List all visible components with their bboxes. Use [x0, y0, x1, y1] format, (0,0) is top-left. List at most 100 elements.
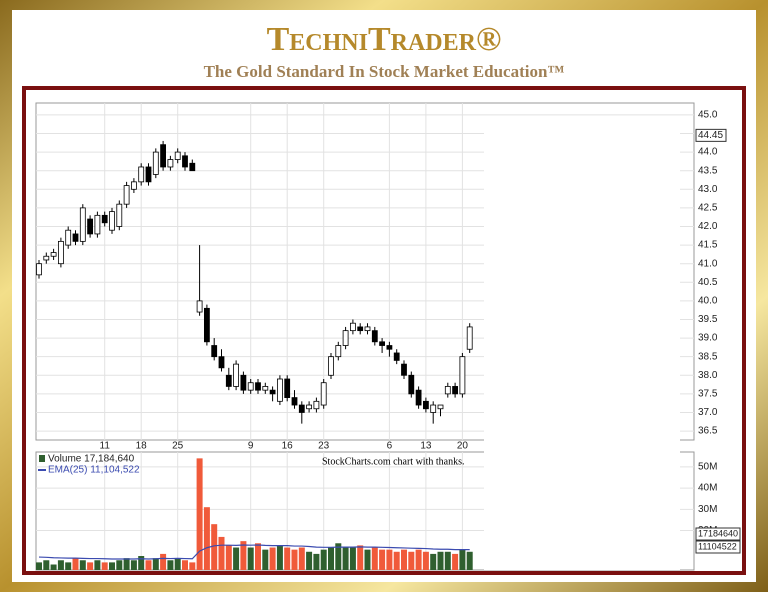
- x-tick-label: 18: [136, 441, 148, 452]
- y-tick-label: 43.5: [698, 165, 718, 176]
- x-tick-label: 23: [318, 441, 330, 452]
- candle-body: [43, 255, 50, 261]
- candle-body: [145, 166, 152, 183]
- candle-body: [276, 378, 283, 402]
- plot: 36.5 37.0 37.5 38.0 38.5 39.0 39.5 40.0 40.5 41.0…: [36, 103, 741, 570]
- value-badge: [695, 540, 741, 554]
- volume-bar: [335, 543, 342, 570]
- volume-bar: [342, 547, 349, 570]
- x-tick-label: 20: [457, 441, 469, 452]
- volume-bar: [269, 547, 276, 570]
- volume-bar: [284, 547, 291, 570]
- candle-body: [379, 341, 386, 346]
- candle-body: [386, 345, 393, 350]
- volume-bar: [130, 560, 137, 570]
- candle-body: [138, 166, 145, 183]
- volume-bar: [379, 549, 386, 570]
- candle-body: [342, 330, 349, 346]
- y-tick-label: 36.5: [698, 426, 718, 437]
- volume-bar: [57, 560, 64, 570]
- candle-body: [459, 356, 466, 395]
- x-tick-label: 6: [387, 441, 393, 452]
- legend-label: EMA(25) 11,104,522: [48, 465, 140, 476]
- y-tick-label: 37.5: [698, 389, 718, 400]
- x-tick-label: 16: [282, 441, 294, 452]
- volume-bar: [203, 507, 210, 570]
- volume-bar: [65, 562, 72, 570]
- candle-body: [298, 404, 305, 413]
- y-tick-label: 50M: [698, 462, 717, 473]
- candle-body: [152, 151, 159, 175]
- volume-bar: [306, 551, 313, 570]
- candle-body: [203, 307, 210, 343]
- volume-bar: [313, 553, 320, 570]
- volume-bar: [408, 551, 415, 570]
- volume-bar: [211, 524, 218, 570]
- candle-body: [123, 185, 130, 205]
- candle-body: [87, 218, 93, 235]
- volume-bar: [393, 551, 400, 570]
- y-tick-label: 37.0: [698, 407, 718, 418]
- candle-body: [444, 386, 451, 395]
- volume-bar: [116, 560, 123, 570]
- volume-bar: [422, 551, 429, 570]
- tagline: The Gold Standard In Stock Market Educat…: [204, 62, 565, 81]
- candle-body: [335, 345, 342, 358]
- volume-bar: [72, 558, 79, 570]
- price-badge: [695, 128, 727, 142]
- candle-body: [430, 404, 437, 413]
- volume-bar: [160, 553, 167, 570]
- volume-bar: [401, 549, 407, 570]
- volume-bar: [444, 551, 451, 570]
- volume-bar: [138, 556, 145, 570]
- candle-body: [211, 345, 218, 358]
- legend-swatch: [39, 455, 45, 462]
- candle-body: [233, 363, 240, 387]
- y-tick-label: 39.0: [698, 333, 718, 344]
- candle-body: [65, 229, 72, 246]
- volume-bar: [225, 545, 232, 570]
- x-tick-label: 11: [100, 441, 111, 452]
- volume-bar: [371, 547, 378, 570]
- x-tick-label: 25: [172, 441, 184, 452]
- candle-body: [218, 356, 225, 369]
- volume-bar: [276, 545, 283, 570]
- candle-body: [284, 378, 291, 398]
- candle-body: [160, 144, 167, 168]
- candle-body: [50, 252, 57, 257]
- candle-body: [167, 159, 174, 168]
- candle-body: [452, 386, 459, 395]
- volume-bar: [430, 553, 437, 570]
- y-tick-label: 38.5: [698, 351, 718, 362]
- volume-bar: [50, 564, 57, 570]
- volume-bar: [320, 549, 327, 570]
- candle-body: [72, 233, 79, 242]
- candle-body: [408, 374, 415, 395]
- y-tick-label: 42.0: [698, 221, 718, 232]
- volume-bar: [101, 562, 108, 570]
- candle-body: [79, 207, 86, 242]
- candle-body: [371, 330, 378, 343]
- volume-bar: [79, 560, 86, 570]
- volume-bar: [189, 562, 196, 570]
- y-tick-label: 43.0: [698, 184, 718, 195]
- cover-block: [484, 120, 680, 570]
- volume-bar: [123, 558, 130, 570]
- candle-body: [94, 214, 101, 235]
- y-tick-label: 40M: [698, 483, 717, 494]
- candle-body: [320, 382, 327, 406]
- candle-body: [189, 162, 196, 172]
- value-badge-label: 11104522: [698, 541, 737, 551]
- candle-body: [357, 326, 364, 332]
- volume-bar: [218, 536, 225, 570]
- volume-bar: [466, 551, 473, 570]
- volume-bar: [262, 549, 269, 570]
- volume-bar: [386, 549, 393, 570]
- volume-bar: [452, 553, 459, 570]
- candle-body: [247, 382, 254, 391]
- y-tick-label: 38.0: [698, 370, 718, 381]
- candle-body: [349, 322, 356, 332]
- y-tick-label: 39.5: [698, 314, 718, 325]
- y-tick-label: 30M: [698, 504, 717, 515]
- volume-bar: [174, 558, 181, 570]
